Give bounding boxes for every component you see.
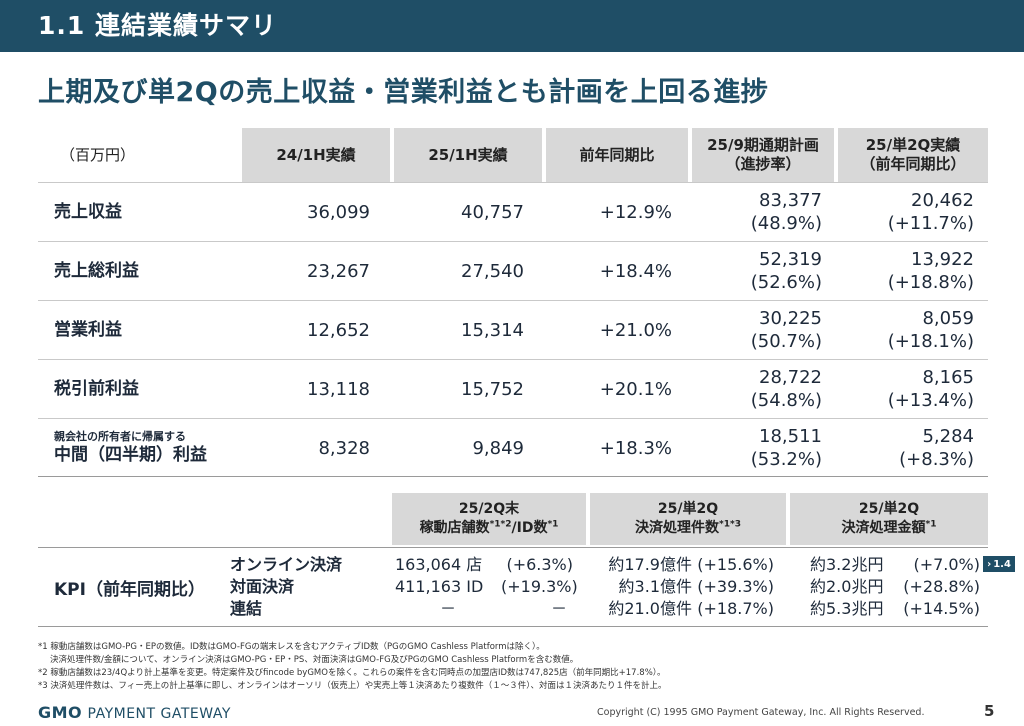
- kpi-value-row: 163,064 店 (+6.3%): [395, 555, 573, 574]
- row-label: 売上収益: [54, 201, 122, 222]
- column-header-2024-1h: 24/1H実績: [242, 128, 390, 182]
- section-header: 1.1 連結業績サマリ: [0, 0, 1024, 52]
- value-plan: 52,319 (52.6%): [750, 249, 822, 293]
- kpi-value-row: 約21.0億件 (+18.7%): [608, 599, 774, 618]
- kpi-value-row: 約17.9億件 (+15.6%): [608, 555, 774, 574]
- value-2025-1h: 27,540: [461, 260, 524, 282]
- kpi-type-offline: 対面決済: [230, 577, 295, 596]
- row-label: 売上総利益: [54, 260, 139, 281]
- value-2024-1h: 12,652: [307, 319, 370, 341]
- value-2025-1h: 15,752: [461, 378, 524, 400]
- kpi-type-online: オンライン決済: [230, 555, 343, 574]
- table-row: 売上収益 36,099 40,757 +12.9% 83,377 (48.9%)…: [38, 182, 988, 241]
- copyright: Copyright (C) 1995 GMO Payment Gateway, …: [597, 707, 925, 718]
- footnotes: *1 稼動店舗数はGMO-PG・EPの数値。ID数はGMO-FGの端末レスを含む…: [38, 641, 988, 693]
- kpi-value-row: 約3.2兆円 (+7.0%): [810, 555, 980, 574]
- value-yoy: +12.9%: [599, 201, 672, 223]
- kpi-value-row: 約2.0兆円 (+28.8%): [810, 577, 980, 596]
- value-yoy: +21.0%: [599, 319, 672, 341]
- row-label-main: 中間（四半期）利益: [54, 445, 207, 465]
- row-label: 営業利益: [54, 319, 122, 340]
- footnote: 決済処理件数/金額について、オンライン決済はGMO-PG・EP・PS、対面決済は…: [50, 655, 579, 665]
- page-reference-tag[interactable]: › 1.4: [983, 556, 1015, 572]
- kpi-value-row: 約5.3兆円 (+14.5%): [810, 599, 980, 618]
- kpi-body: KPI（前年同期比） オンライン決済 対面決済 連結 163,064 店 (+6.…: [38, 547, 988, 627]
- value-2024-1h: 13,118: [307, 378, 370, 400]
- kpi-types: オンライン決済 対面決済 連結: [230, 554, 342, 620]
- page-number: 5: [984, 702, 995, 720]
- value-2024-1h: 36,099: [307, 201, 370, 223]
- value-2025-1h: 9,849: [472, 437, 524, 459]
- row-label-note: 親会社の所有者に帰属する: [54, 430, 186, 443]
- kpi-value-row: 約3.1億件 (+39.3%): [618, 577, 774, 596]
- footnote: *3 決済処理件数は、フィー売上の計上基準に即し、オンラインはオーソリ（仮売上）…: [38, 681, 667, 691]
- column-header-yoy: 前年同期比: [546, 128, 688, 182]
- unit-label: （百万円）: [60, 145, 136, 164]
- kpi-stores-column: 163,064 店 (+6.3%) 411,163 ID (+19.3%) －－: [395, 554, 578, 620]
- kpi-label: KPI（前年同期比）: [54, 579, 205, 600]
- table-row: 売上総利益 23,267 27,540 +18.4% 52,319 (52.6%…: [38, 241, 988, 300]
- value-yoy: +20.1%: [599, 378, 672, 400]
- value-2025-1h: 40,757: [461, 201, 524, 223]
- value-2024-1h: 8,328: [318, 437, 370, 459]
- value-q2: 13,922 (+18.8%): [887, 249, 974, 293]
- table-row: 営業利益 12,652 15,314 +21.0% 30,225 (50.7%)…: [38, 300, 988, 359]
- column-header-2025-1h: 25/1H実績: [394, 128, 542, 182]
- section-title: 1.1 連結業績サマリ: [38, 11, 277, 40]
- value-plan: 18,511 (53.2%): [750, 426, 822, 470]
- row-label: 税引前利益: [54, 378, 139, 399]
- slide-subtitle: 上期及び単2Qの売上収益・営業利益とも計画を上回る進捗: [38, 77, 769, 108]
- kpi-header-amounts: 25/単2Q 決済処理金額*1: [790, 493, 988, 545]
- chevron-right-icon: ›: [987, 558, 992, 570]
- kpi-header-stores: 25/2Q末 稼動店舗数*1*2/ID数*1: [392, 493, 586, 545]
- column-header-q2: 25/単2Q実績 （前年同期比）: [838, 128, 988, 182]
- value-2024-1h: 23,267: [307, 260, 370, 282]
- value-yoy: +18.4%: [599, 260, 672, 282]
- value-plan: 30,225 (50.7%): [750, 308, 822, 352]
- value-q2: 20,462 (+11.7%): [887, 190, 974, 234]
- value-2025-1h: 15,314: [461, 319, 524, 341]
- kpi-header-counts: 25/単2Q 決済処理件数*1*3: [590, 493, 786, 545]
- kpi-type-consolidated: 連結: [230, 599, 263, 618]
- value-q2: 5,284 (+8.3%): [899, 426, 974, 470]
- kpi-value-row: －－: [439, 599, 567, 618]
- value-q2: 8,059 (+18.1%): [887, 308, 974, 352]
- row-label: 親会社の所有者に帰属する 中間（四半期）利益: [54, 419, 207, 477]
- table-row: 親会社の所有者に帰属する 中間（四半期）利益 8,328 9,849 +18.3…: [38, 418, 988, 477]
- footnote: *1 稼動店舗数はGMO-PG・EPの数値。ID数はGMO-FGの端末レスを含む…: [38, 642, 545, 652]
- kpi-amounts-column: 約3.2兆円 (+7.0%) 約2.0兆円 (+28.8%) 約5.3兆円 (+14.…: [810, 554, 980, 620]
- kpi-value-row: 411,163 ID (+19.3%): [395, 577, 578, 596]
- value-plan: 28,722 (54.8%): [750, 367, 822, 411]
- value-plan: 83,377 (48.9%): [750, 190, 822, 234]
- table-row: 税引前利益 13,118 15,752 +20.1% 28,722 (54.8%…: [38, 359, 988, 418]
- footnote: *2 稼動店舗数は23/4Qより計上基準を変更。特定案件及びfincode by…: [38, 668, 666, 678]
- company-logo: GMO PAYMENT GATEWAY: [38, 703, 231, 722]
- value-q2: 8,165 (+13.4%): [887, 367, 974, 411]
- kpi-counts-column: 約17.9億件 (+15.6%) 約3.1億件 (+39.3%) 約21.0億件 (+…: [598, 554, 774, 620]
- column-header-plan: 25/9期通期計画 （進捗率）: [692, 128, 834, 182]
- value-yoy: +18.3%: [599, 437, 672, 459]
